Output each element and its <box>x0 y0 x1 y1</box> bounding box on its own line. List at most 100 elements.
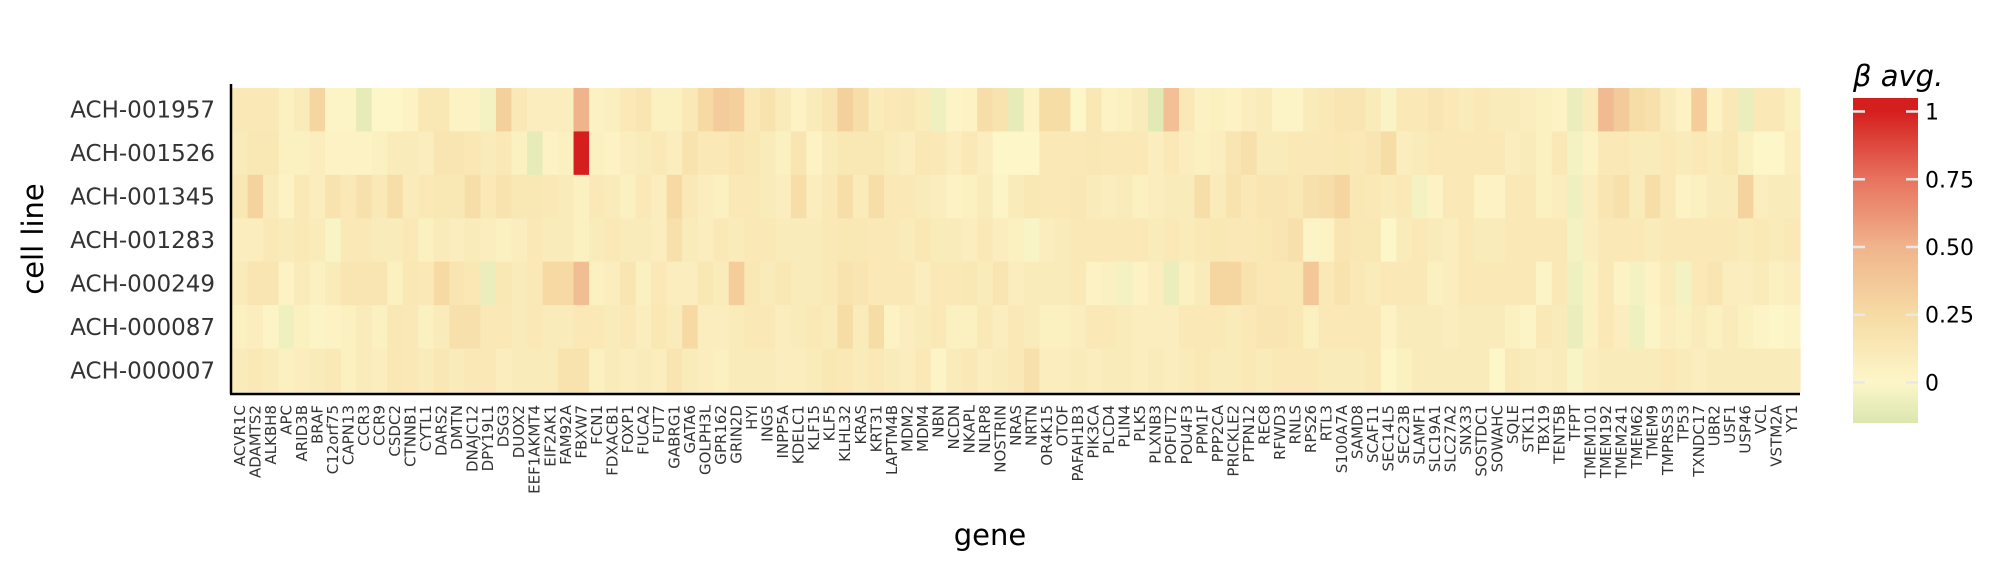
heatmap-cell <box>1536 88 1553 133</box>
heatmap-cell <box>309 261 326 306</box>
heatmap-cell <box>713 131 730 176</box>
heatmap-cell <box>1396 88 1413 133</box>
x-axis-title: gene <box>954 518 1026 552</box>
heatmap-cell <box>232 218 249 263</box>
x-tick-label: PLCD4 <box>1100 405 1118 454</box>
heatmap-cell <box>1768 348 1786 393</box>
legend-tick-label: 0.50 <box>1925 236 1974 261</box>
y-tick-label: ACH-000249 <box>70 271 215 297</box>
heatmap-cell <box>1318 305 1335 350</box>
heatmap-cell <box>1411 131 1428 176</box>
heatmap-cell <box>790 174 808 219</box>
heatmap-cell <box>821 131 839 176</box>
heatmap-cell <box>1225 88 1242 133</box>
heatmap-cell <box>992 261 1009 306</box>
heatmap-cell <box>1675 261 1692 306</box>
heatmap-cell <box>697 131 714 176</box>
heatmap-cell <box>464 131 481 176</box>
heatmap-cell <box>1101 88 1118 133</box>
heatmap-cell <box>604 88 621 133</box>
heatmap-cell <box>1287 174 1304 219</box>
heatmap-cell <box>1132 348 1149 393</box>
heatmap-cell <box>1334 305 1351 350</box>
heatmap-cell <box>682 174 699 219</box>
heatmap-cell <box>946 131 963 176</box>
heatmap-cell <box>356 305 373 350</box>
heatmap-cell <box>1753 174 1770 219</box>
heatmap-cell <box>1070 88 1087 133</box>
heatmap-cell <box>930 261 947 306</box>
heatmap-cell <box>1411 305 1428 350</box>
heatmap-cell <box>728 218 745 263</box>
heatmap-cell <box>837 261 854 306</box>
heatmap-cell <box>558 174 575 219</box>
heatmap-cell <box>1210 261 1227 306</box>
heatmap-cell <box>1458 348 1475 393</box>
heatmap-cell <box>1505 348 1522 393</box>
heatmap-cell <box>1722 305 1739 350</box>
heatmap-cell <box>775 218 792 263</box>
heatmap-cell <box>1380 261 1397 306</box>
heatmap-cell <box>387 305 404 350</box>
heatmap-cell <box>232 174 249 219</box>
heatmap-cell <box>713 305 730 350</box>
x-tick-label: NCDN <box>945 405 963 449</box>
heatmap-cell <box>1210 218 1227 263</box>
heatmap-cell <box>884 348 901 393</box>
y-tick-label: ACH-001526 <box>70 141 215 167</box>
heatmap-cell <box>775 88 792 133</box>
heatmap-cell <box>526 305 544 350</box>
x-tick-label: HYI <box>743 405 761 430</box>
x-tick-label: CCR3 <box>355 405 373 446</box>
heatmap-cell <box>449 88 466 133</box>
heatmap-cell <box>620 88 637 133</box>
heatmap-cell <box>1598 261 1615 306</box>
heatmap-cell <box>1225 305 1242 350</box>
x-tick-label: NRAS <box>1007 405 1025 446</box>
heatmap-cell <box>1520 131 1537 176</box>
heatmap-cell <box>1334 261 1351 306</box>
heatmap-cell <box>325 305 342 350</box>
x-tick-label: GOLPH3L <box>697 404 715 475</box>
heatmap-cell <box>992 218 1009 263</box>
heatmap-cell <box>1303 348 1320 393</box>
heatmap-cell <box>1163 88 1180 133</box>
y-axis-title: cell line <box>16 183 50 294</box>
heatmap-cell <box>1629 305 1646 350</box>
heatmap-cell <box>1132 261 1149 306</box>
heatmap-cell <box>1070 348 1087 393</box>
heatmap-cell <box>1489 174 1506 219</box>
x-tick-label: PAFAH1B3 <box>1069 405 1087 482</box>
x-tick-label: FUCA2 <box>634 405 652 455</box>
heatmap-cell <box>325 218 342 263</box>
heatmap-cell <box>247 174 264 219</box>
x-tick-label: SOWAHC <box>1488 405 1506 472</box>
x-tick-label: SCAF11 <box>1364 405 1382 463</box>
heatmap-cell <box>977 348 994 393</box>
x-tick-label: FBXW7 <box>572 405 590 459</box>
heatmap-cell <box>1644 174 1661 219</box>
x-tick-label: KLF5 <box>821 405 839 441</box>
heatmap-cell <box>309 88 326 133</box>
heatmap-cell <box>992 131 1009 176</box>
heatmap-cell <box>1427 261 1444 306</box>
heatmap-cell <box>868 305 885 350</box>
heatmap-cell <box>247 218 264 263</box>
heatmap-cell <box>1644 218 1661 263</box>
heatmap-cell <box>1582 348 1599 393</box>
heatmap-cell <box>325 131 342 176</box>
heatmap-cell <box>1272 88 1289 133</box>
heatmap-cell <box>433 348 450 393</box>
heatmap-cell <box>1365 131 1382 176</box>
heatmap-cell <box>728 305 745 350</box>
heatmap-cell <box>728 348 745 393</box>
heatmap-cell <box>1691 305 1708 350</box>
heatmap-cell <box>1505 88 1522 133</box>
heatmap-cell <box>1753 305 1770 350</box>
heatmap-cell <box>1442 174 1460 219</box>
heatmap-cell <box>1722 174 1739 219</box>
heatmap-cell <box>480 174 497 219</box>
heatmap-cell <box>837 348 854 393</box>
x-tick-label: PTPN12 <box>1240 405 1258 463</box>
heatmap-cell <box>1613 131 1630 176</box>
